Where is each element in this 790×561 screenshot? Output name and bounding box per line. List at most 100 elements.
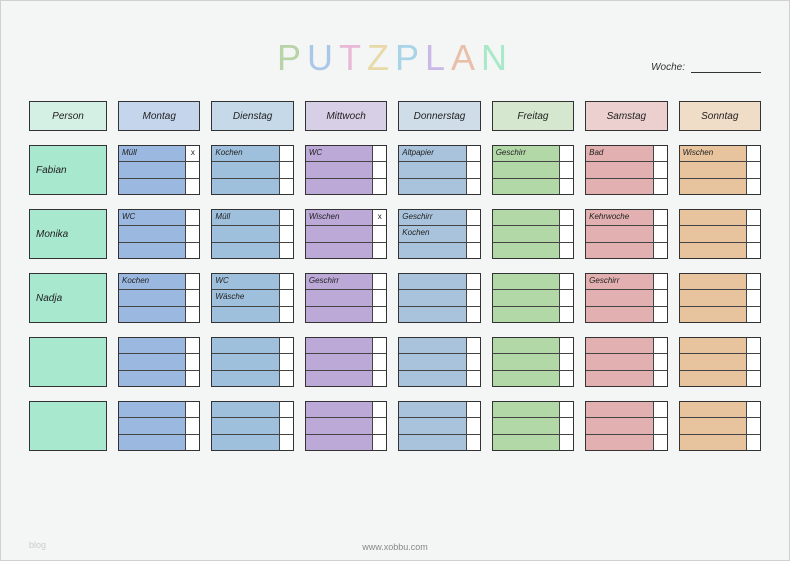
task-label[interactable] — [212, 435, 278, 450]
task-label[interactable]: Kochen — [119, 274, 185, 289]
task-checkbox[interactable] — [279, 274, 293, 289]
task-checkbox[interactable] — [559, 402, 573, 417]
task-label[interactable]: Altpapier — [399, 146, 465, 161]
task-checkbox[interactable] — [559, 338, 573, 353]
task-label[interactable] — [306, 354, 372, 369]
task-label[interactable] — [119, 243, 185, 258]
task-label[interactable] — [306, 307, 372, 322]
task-checkbox[interactable] — [653, 146, 667, 161]
task-label[interactable] — [586, 371, 652, 386]
task-checkbox[interactable] — [746, 338, 760, 353]
task-label[interactable] — [119, 338, 185, 353]
task-label[interactable] — [586, 243, 652, 258]
task-label[interactable] — [586, 226, 652, 241]
task-label[interactable] — [399, 274, 465, 289]
task-label[interactable] — [680, 418, 746, 433]
task-checkbox[interactable] — [653, 162, 667, 177]
task-checkbox[interactable] — [279, 307, 293, 322]
task-checkbox[interactable] — [466, 435, 480, 450]
task-label[interactable] — [399, 402, 465, 417]
task-checkbox[interactable]: x — [185, 146, 199, 161]
task-checkbox[interactable] — [746, 402, 760, 417]
task-label[interactable] — [306, 402, 372, 417]
task-label[interactable] — [493, 162, 559, 177]
task-checkbox[interactable] — [746, 243, 760, 258]
task-label[interactable]: WC — [212, 274, 278, 289]
task-checkbox[interactable] — [372, 371, 386, 386]
task-label[interactable] — [212, 226, 278, 241]
task-checkbox[interactable] — [653, 402, 667, 417]
task-checkbox[interactable] — [466, 179, 480, 194]
task-label[interactable] — [680, 226, 746, 241]
task-label[interactable] — [306, 226, 372, 241]
task-checkbox[interactable] — [653, 274, 667, 289]
task-label[interactable] — [493, 418, 559, 433]
task-checkbox[interactable] — [372, 274, 386, 289]
task-label[interactable] — [399, 435, 465, 450]
task-checkbox[interactable] — [559, 162, 573, 177]
task-checkbox[interactable] — [746, 435, 760, 450]
task-label[interactable] — [493, 307, 559, 322]
task-label[interactable] — [306, 338, 372, 353]
task-checkbox[interactable] — [466, 290, 480, 305]
task-checkbox[interactable] — [746, 162, 760, 177]
task-checkbox[interactable] — [279, 402, 293, 417]
task-checkbox[interactable] — [466, 307, 480, 322]
task-checkbox[interactable] — [466, 354, 480, 369]
task-checkbox[interactable] — [466, 402, 480, 417]
task-checkbox[interactable] — [746, 179, 760, 194]
task-checkbox[interactable] — [279, 226, 293, 241]
task-label[interactable] — [586, 290, 652, 305]
task-checkbox[interactable] — [559, 146, 573, 161]
task-label[interactable] — [586, 162, 652, 177]
task-label[interactable] — [399, 290, 465, 305]
task-checkbox[interactable] — [279, 354, 293, 369]
task-label[interactable] — [399, 162, 465, 177]
task-checkbox[interactable] — [185, 210, 199, 225]
task-label[interactable] — [586, 354, 652, 369]
task-label[interactable] — [493, 435, 559, 450]
task-label[interactable]: Kochen — [212, 146, 278, 161]
task-checkbox[interactable] — [746, 146, 760, 161]
task-label[interactable]: Kochen — [399, 226, 465, 241]
task-checkbox[interactable] — [653, 290, 667, 305]
task-checkbox[interactable] — [466, 146, 480, 161]
task-checkbox[interactable] — [279, 418, 293, 433]
task-label[interactable] — [493, 274, 559, 289]
task-label[interactable] — [680, 402, 746, 417]
task-label[interactable] — [680, 354, 746, 369]
task-checkbox[interactable] — [185, 243, 199, 258]
task-checkbox[interactable] — [279, 162, 293, 177]
task-label[interactable]: WC — [119, 210, 185, 225]
task-label[interactable]: Geschirr — [586, 274, 652, 289]
task-label[interactable] — [493, 226, 559, 241]
task-checkbox[interactable] — [559, 179, 573, 194]
task-label[interactable] — [680, 162, 746, 177]
task-checkbox[interactable] — [746, 354, 760, 369]
task-label[interactable] — [493, 371, 559, 386]
task-label[interactable] — [212, 179, 278, 194]
task-label[interactable] — [212, 418, 278, 433]
task-checkbox[interactable] — [185, 162, 199, 177]
task-checkbox[interactable] — [559, 435, 573, 450]
task-checkbox[interactable] — [559, 371, 573, 386]
task-checkbox[interactable] — [185, 274, 199, 289]
task-checkbox[interactable] — [372, 338, 386, 353]
task-checkbox[interactable] — [185, 179, 199, 194]
task-checkbox[interactable] — [372, 418, 386, 433]
task-checkbox[interactable] — [185, 226, 199, 241]
task-checkbox[interactable] — [279, 243, 293, 258]
task-checkbox[interactable] — [279, 210, 293, 225]
task-label[interactable] — [680, 243, 746, 258]
task-label[interactable] — [399, 338, 465, 353]
person-cell[interactable] — [29, 401, 107, 451]
task-checkbox[interactable] — [372, 162, 386, 177]
task-checkbox[interactable] — [559, 226, 573, 241]
task-label[interactable] — [119, 371, 185, 386]
task-checkbox[interactable] — [653, 354, 667, 369]
task-checkbox[interactable] — [746, 210, 760, 225]
task-checkbox[interactable] — [559, 274, 573, 289]
task-label[interactable] — [586, 418, 652, 433]
task-label[interactable] — [306, 243, 372, 258]
task-label[interactable] — [586, 307, 652, 322]
